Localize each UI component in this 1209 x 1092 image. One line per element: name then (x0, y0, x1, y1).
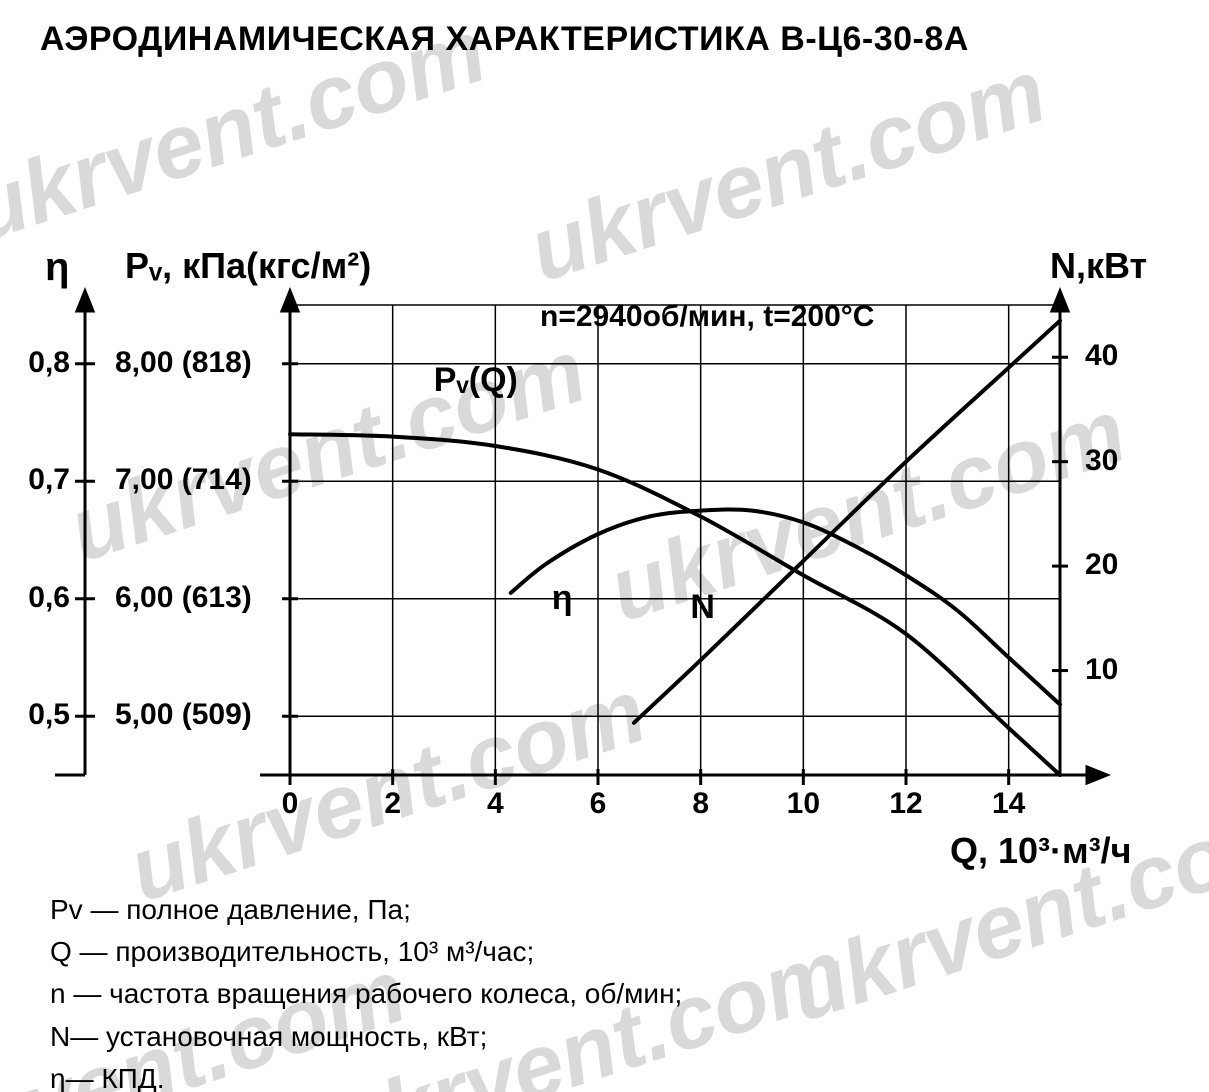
tick-label: 5,00 (509) (115, 698, 275, 732)
tick-label: 0,6 (15, 581, 70, 615)
tick-label: 6 (573, 787, 623, 821)
legend-line: η— КПД. (50, 1059, 682, 1092)
tick-label: 10 (1085, 653, 1145, 687)
tick-label: 12 (881, 787, 931, 821)
tick-label: 0,7 (15, 463, 70, 497)
curve-N (634, 321, 1060, 723)
tick-label: 0,8 (15, 346, 70, 380)
legend: Pv — полное давление, Па;Q — производите… (50, 890, 682, 1092)
tick-label: 30 (1085, 444, 1145, 478)
tick-label: 2 (368, 787, 418, 821)
tick-label: 0,5 (15, 698, 70, 732)
tick-label: 40 (1085, 339, 1145, 373)
legend-line: Pv — полное давление, Па; (50, 890, 682, 929)
tick-label: 0 (265, 787, 315, 821)
tick-label: 14 (984, 787, 1034, 821)
tick-label: 8,00 (818) (115, 346, 275, 380)
legend-line: n — частота вращения рабочего колеса, об… (50, 974, 682, 1013)
tick-label: 4 (470, 787, 520, 821)
tick-label: 10 (778, 787, 828, 821)
legend-line: N— установочная мощность, кВт; (50, 1017, 682, 1056)
tick-label: 7,00 (714) (115, 463, 275, 497)
tick-label: 20 (1085, 548, 1145, 582)
curve-Pv (290, 434, 1060, 775)
tick-label: 8 (676, 787, 726, 821)
curve-eta (511, 509, 1060, 704)
curve-label-Pv: Pᵥ(Q) (434, 361, 518, 400)
curve-label-eta: η (552, 579, 573, 618)
curve-label-N: N (690, 588, 715, 627)
legend-line: Q — производительность, 10³ м³/час; (50, 932, 682, 971)
tick-label: 6,00 (613) (115, 581, 275, 615)
plot-area (0, 0, 1209, 900)
